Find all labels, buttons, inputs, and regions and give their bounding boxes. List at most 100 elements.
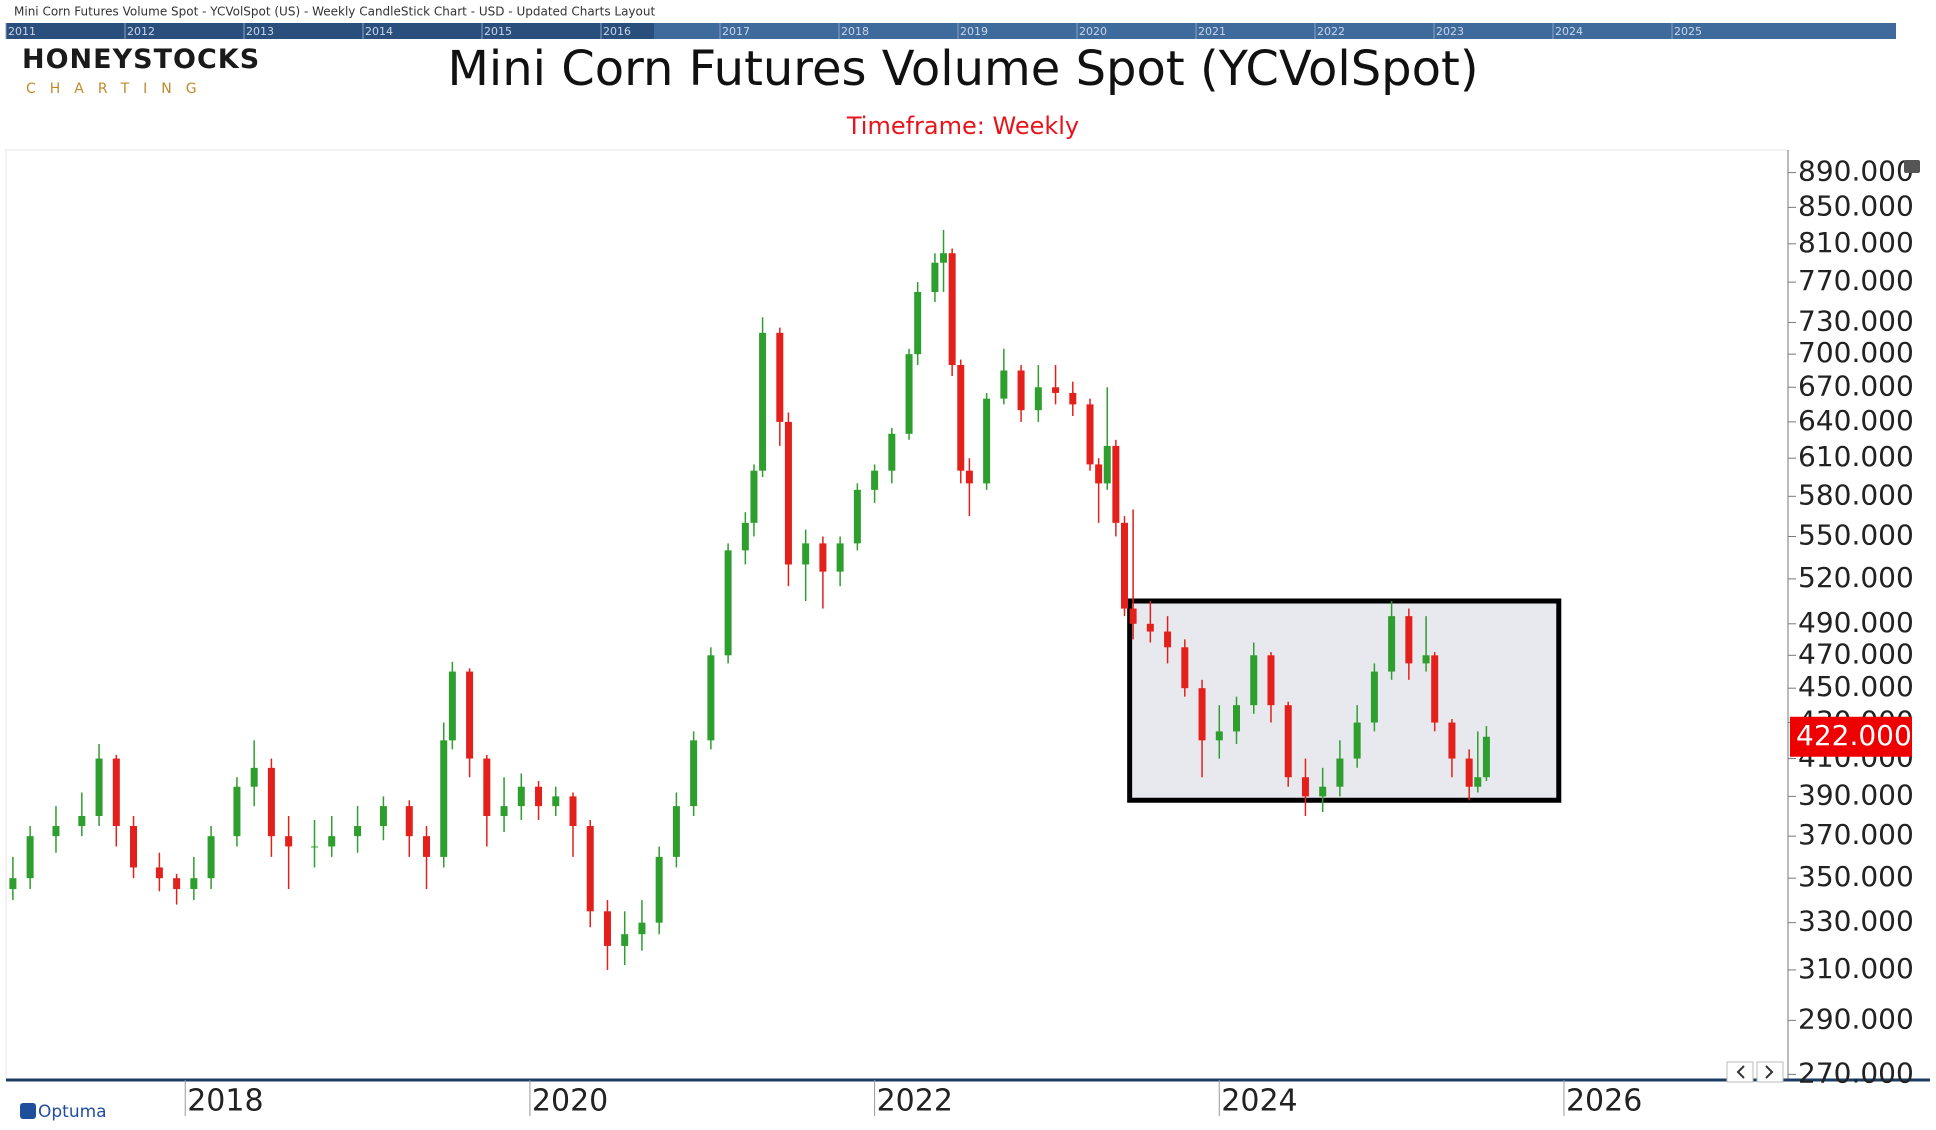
candle-body	[1353, 722, 1361, 759]
scroll-left[interactable]	[1726, 1061, 1754, 1083]
candle-body	[1405, 616, 1413, 664]
candle-body	[621, 934, 629, 946]
y-tick-label: 550.000	[1798, 518, 1914, 551]
x-tick-label: 2024	[1221, 1084, 1297, 1119]
candle-body	[1422, 655, 1430, 664]
candle-body	[250, 767, 258, 787]
y-tick-label: 670.000	[1798, 369, 1914, 402]
y-tick-label: 770.000	[1798, 264, 1914, 297]
candle-body	[285, 836, 293, 847]
candle-body	[1069, 392, 1077, 405]
optuma-icon	[20, 1103, 36, 1119]
logo-tagline: CHARTING	[26, 81, 211, 97]
candle-body	[112, 758, 120, 827]
candle-body	[1086, 404, 1094, 465]
navigator-year: 2024	[1555, 25, 1583, 38]
candle-body	[52, 826, 60, 837]
candle-body	[310, 846, 318, 848]
candle-body	[672, 806, 680, 857]
y-tick-label: 850.000	[1798, 189, 1914, 222]
candle-body	[448, 671, 456, 741]
navigator-year: 2011	[8, 25, 36, 38]
candle-body	[655, 856, 663, 923]
chart-subtitle: Timeframe: Weekly	[846, 112, 1079, 140]
candle-body	[26, 836, 34, 879]
navigator-year: 2025	[1674, 25, 1702, 38]
y-tick-label: 370.000	[1798, 818, 1914, 851]
candle-body	[1103, 445, 1111, 484]
last-value-box	[1790, 716, 1912, 757]
candle-body	[9, 878, 17, 890]
candle-body	[1465, 758, 1473, 787]
candle-body	[914, 291, 922, 355]
candle-body	[1431, 655, 1439, 723]
candle-body	[233, 786, 241, 837]
candle-body	[1198, 688, 1206, 741]
y-tick-label: 290.000	[1798, 1002, 1914, 1035]
navigator-year: 2012	[127, 25, 155, 38]
chart-title: Mini Corn Futures Volume Spot (YCVolSpot…	[447, 41, 1478, 97]
candle-body	[741, 522, 749, 551]
candle-body	[354, 826, 362, 837]
candle-body	[78, 816, 86, 827]
y-tick-label: 580.000	[1798, 478, 1914, 511]
candle-body	[1052, 387, 1060, 393]
footer-brand: Optuma	[38, 1102, 107, 1122]
candle-body	[207, 836, 215, 879]
navigator-year: 2023	[1436, 25, 1464, 38]
candle-body	[1017, 370, 1025, 411]
x-tick-label: 2026	[1566, 1084, 1642, 1119]
candle-body	[802, 543, 810, 565]
candle-body	[819, 543, 827, 572]
candle-body	[440, 740, 448, 857]
candle-body	[931, 262, 939, 292]
navigator-year: 2015	[484, 25, 512, 38]
candle-body	[95, 758, 103, 817]
scroll-right[interactable]	[1756, 1061, 1784, 1083]
navigator-year: 2020	[1079, 25, 1107, 38]
y-tick-label: 810.000	[1798, 226, 1914, 259]
y-tick-label: 640.000	[1798, 404, 1914, 437]
candle-body	[1482, 736, 1490, 778]
y-tick-label: 700.000	[1798, 336, 1914, 369]
candle-body	[784, 421, 792, 565]
candle-body	[1181, 647, 1189, 689]
candle-body	[1164, 631, 1172, 648]
candle-body	[267, 767, 275, 837]
navigator-year: 2016	[603, 25, 631, 38]
candle-body	[853, 489, 861, 544]
navigator-window	[654, 23, 1896, 39]
navigator-years: 2011 2012 2013 2014 2015 2016 2017 2018 2019 2020…	[5, 23, 1702, 39]
candle-body	[1388, 616, 1396, 672]
candle-body	[500, 806, 508, 817]
candle-body	[1034, 387, 1042, 411]
candle-body	[586, 826, 594, 912]
y-tick-label: 490.000	[1798, 606, 1914, 639]
candle-body	[1112, 445, 1120, 523]
y-tick-label: 350.000	[1798, 860, 1914, 893]
candle-body	[1146, 623, 1154, 632]
navigator-year: 2017	[722, 25, 750, 38]
candle-body	[1129, 608, 1137, 624]
y-tick-label: 730.000	[1798, 304, 1914, 337]
candle-body	[1233, 705, 1241, 732]
last-value-label: 422.000	[1796, 719, 1912, 752]
candle-body	[750, 470, 758, 523]
x-tick-label: 2022	[877, 1084, 953, 1119]
candle-body	[957, 365, 965, 471]
candle-body	[1370, 671, 1378, 723]
navigator-year: 2013	[246, 25, 274, 38]
y-tick-label: 310.000	[1798, 952, 1914, 985]
candle-body	[690, 740, 698, 807]
candle-body	[517, 786, 525, 807]
scroll-arrows	[1736, 1065, 1774, 1079]
candle-body	[569, 796, 577, 827]
x-tick-label: 2018	[187, 1084, 263, 1119]
candle-body	[836, 543, 844, 572]
candle-body	[776, 332, 784, 422]
lock-icon[interactable]	[1904, 160, 1920, 173]
candle-body	[940, 253, 948, 263]
candle-body	[707, 655, 715, 741]
candle-body	[535, 786, 543, 807]
